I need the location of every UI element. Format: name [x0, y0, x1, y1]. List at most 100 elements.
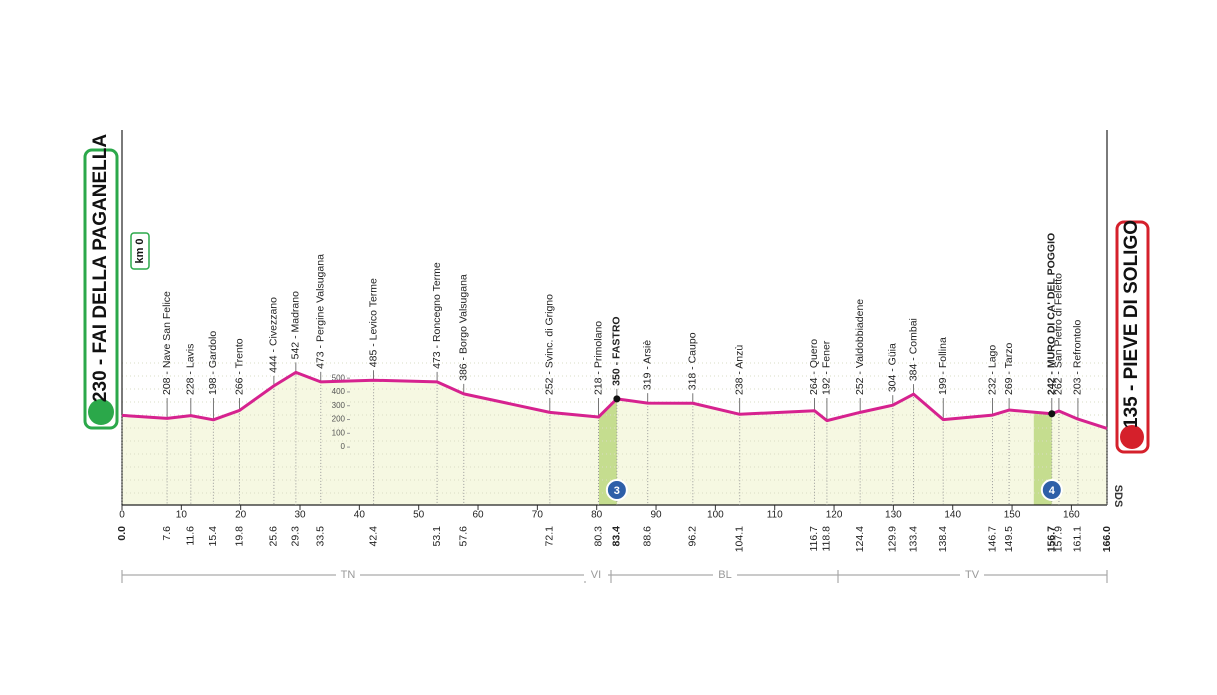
km-label: 7.6 [161, 526, 173, 541]
km-label: 157.9 [1053, 526, 1065, 552]
region-label: VI [591, 569, 601, 581]
waypoint-label: 304 - Güia [887, 343, 899, 392]
km-label: 42.4 [367, 526, 379, 547]
km0-label: km 0 [134, 238, 146, 263]
km-label: 146.7 [986, 526, 998, 552]
km-label: 15.4 [207, 526, 219, 547]
x-tick-label: 10 [176, 510, 188, 521]
km-label: 96.2 [687, 526, 699, 547]
x-tick-label: 50 [413, 510, 425, 521]
waypoint-label: 264 - Quero [808, 339, 820, 395]
km-label: 149.5 [1003, 526, 1015, 552]
waypoint-label: 238 - Anzù [733, 345, 745, 395]
y-tick-label: 100 [332, 428, 346, 437]
km-label: 83.4 [611, 526, 623, 547]
x-tick-label: 140 [944, 510, 961, 521]
km-label: 29.3 [290, 526, 302, 547]
waypoint-label: 319 - Arsiè [642, 340, 654, 390]
x-tick-label: 130 [885, 510, 902, 521]
x-tick-label: 40 [354, 510, 366, 521]
region-label-bg [336, 569, 360, 581]
region-label: TV [965, 569, 980, 581]
region-label-bg [584, 569, 608, 581]
km-label: 80.3 [592, 526, 604, 547]
waypoint-label: 252 - Svinc. di Grigno [544, 294, 556, 395]
region-label-bg [713, 569, 737, 581]
km-label: 88.6 [642, 526, 654, 547]
km-label: 53.1 [431, 526, 443, 547]
x-tick-label: 60 [472, 510, 484, 521]
x-tick-label: 20 [235, 510, 247, 521]
y-tick-label: 400 [332, 387, 346, 396]
start-icon [88, 399, 114, 425]
km-label: 11.6 [185, 526, 197, 546]
waypoint-label: 208 - Nave San Felice [161, 291, 173, 395]
waypoint-label: 228 - Lavis [185, 344, 197, 395]
x-tick-label: 110 [767, 510, 783, 521]
km-label: 25.6 [268, 526, 280, 547]
km-label: 133.4 [907, 526, 919, 552]
waypoint-label: 192 - Fener [821, 340, 833, 395]
waypoint-label: 262 - San Pietro di Feletto [1053, 273, 1065, 395]
km-label: 57.6 [458, 526, 470, 547]
waypoint-label: 384 - Combai [907, 318, 919, 381]
x-tick-label: 160 [1063, 510, 1080, 521]
x-tick-label: 90 [650, 510, 662, 521]
x-tick-label: 150 [1004, 510, 1021, 521]
km-label: 33.5 [315, 526, 327, 547]
km-label: 19.8 [233, 526, 245, 547]
waypoint-label: 386 - Borgo Valsugana [458, 274, 470, 381]
region-label: TN [341, 569, 356, 581]
km0-box [130, 232, 150, 270]
climb-category: 3 [614, 485, 620, 497]
y-tick-label: 200 [332, 415, 346, 424]
y-tick-label: 300 [332, 401, 346, 410]
x-tick-label: 80 [591, 510, 603, 521]
finish-box [1115, 220, 1150, 454]
waypoint-label: 473 - Pergine Valsugana [315, 254, 327, 369]
km-label: 0.0 [116, 526, 128, 541]
start-box [83, 148, 119, 430]
climb-category: 4 [1049, 485, 1056, 497]
km-label: 161.1 [1072, 526, 1084, 552]
km-label: 124.4 [854, 526, 866, 552]
waypoint-label: 266 - Trento [233, 338, 245, 395]
y-tick-label: 0 [341, 442, 346, 451]
summit-dot [1048, 410, 1056, 418]
waypoint-label: 199 - Follina [937, 337, 949, 395]
waypoint-label: 542 - Madrano [290, 291, 302, 359]
km-label: 166.0 [1101, 526, 1113, 552]
climb-badge [1040, 479, 1063, 501]
km-label: 116.7 [808, 526, 820, 552]
region-label-bg [960, 569, 984, 581]
km-label: 72.1 [544, 526, 556, 547]
end-note: SDS [1112, 485, 1124, 508]
waypoint-label: 203 - Refrontolo [1072, 320, 1084, 395]
waypoint-label: 218 - Primolano [592, 321, 604, 395]
summit-dot [613, 395, 621, 403]
waypoint-label: 318 - Caupo [687, 332, 699, 390]
waypoint-label: 232 - Lago [986, 345, 998, 395]
finish-icon [1120, 425, 1144, 449]
waypoint-label: 350 - FASTRO [611, 316, 623, 385]
x-tick-label: 70 [532, 510, 544, 521]
plot: 0 10 20 30 40 50 60 70 80 90 100 110 120 130 140 150 160… [116, 130, 1113, 552]
x-tick-label: 120 [826, 510, 843, 521]
waypoint-label: 252 - Valdobbiadene [854, 299, 866, 395]
km-label: 104.1 [733, 526, 745, 552]
km-label: 118.8 [821, 526, 833, 552]
waypoint-label: 242 - MURO DI CA' DEL POGGIO [1046, 233, 1058, 395]
profile-line [121, 370, 1108, 430]
x-tick-label: 0 [119, 510, 125, 521]
waypoint-label: 269 - Tarzo [1003, 343, 1015, 395]
region-label: BL [718, 569, 731, 581]
y-tick-label: 500 [332, 373, 346, 382]
waypoint-label: 485 - Levico Terme [367, 278, 379, 367]
climb-badge [605, 479, 628, 501]
waypoint-label: 473 - Roncegno Terme [431, 262, 443, 369]
km-label: 138.4 [937, 526, 949, 552]
climb-shade [598, 398, 617, 505]
start-label: 230 - FAI DELLA PAGANELLA [90, 134, 111, 402]
